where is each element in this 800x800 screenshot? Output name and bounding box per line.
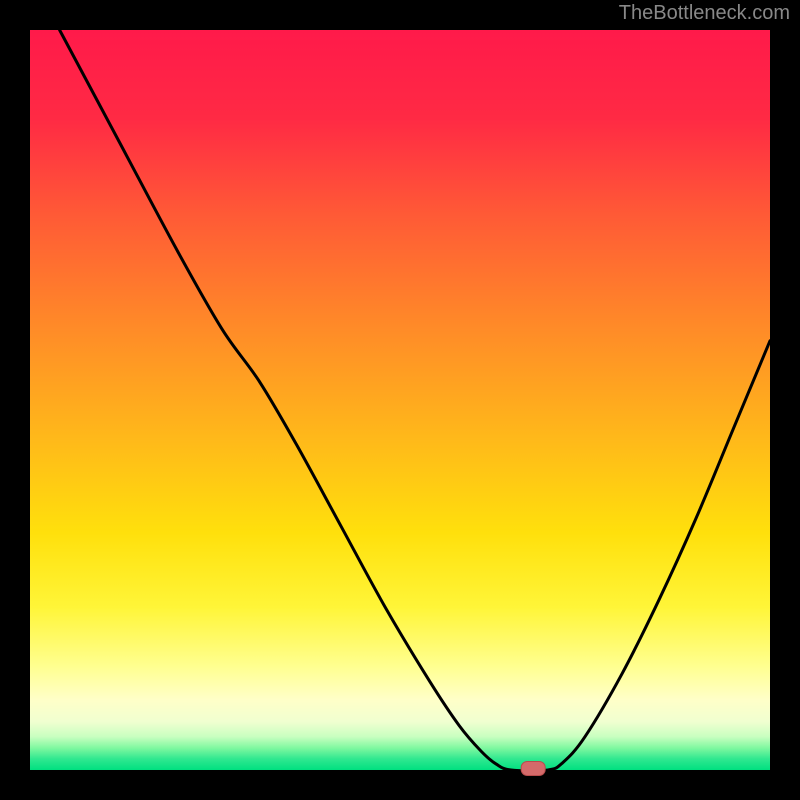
min-marker [521,762,545,776]
chart-container: TheBottleneck.com [0,0,800,800]
plot-area [30,30,770,770]
gradient-chart [0,0,800,800]
watermark-text: TheBottleneck.com [619,2,790,25]
